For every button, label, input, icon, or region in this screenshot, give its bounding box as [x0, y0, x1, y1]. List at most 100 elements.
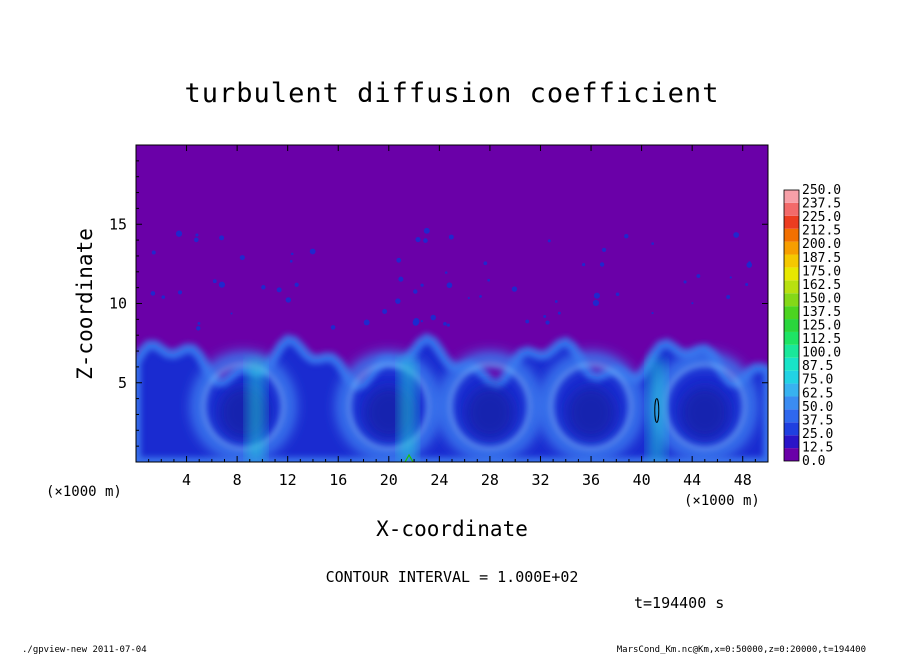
surface-contour-line — [404, 453, 414, 462]
colorbar-label: 100.0 — [802, 346, 841, 361]
colorbar-label: 62.5 — [802, 386, 833, 401]
turbulence-patch — [413, 289, 418, 294]
x-unit-left: (×1000 m) — [46, 484, 122, 500]
turbulence-patch — [196, 326, 201, 331]
x-tick-label: 44 — [683, 471, 701, 489]
turbulence-patch — [430, 314, 436, 321]
turbulence-patch — [195, 233, 199, 237]
colorbar-swatch — [784, 254, 799, 268]
turbulence-patch — [547, 239, 551, 243]
colorbar-swatch — [784, 280, 799, 294]
colorbar-label: 137.5 — [802, 305, 841, 320]
turbulence-patch — [651, 311, 654, 315]
turbulence-patch — [415, 236, 421, 243]
colorbar-swatch — [784, 228, 799, 242]
colorbar-label: 162.5 — [802, 278, 841, 293]
turbulence-patch — [175, 230, 183, 237]
convective-cell-highlight — [347, 363, 431, 451]
turbulence-patch — [194, 237, 199, 243]
footer-left: ./gpview-new 2011-07-04 — [22, 645, 147, 654]
turbulence-patch — [261, 285, 266, 290]
colorbar-label: 12.5 — [802, 440, 833, 455]
turbulence-patch — [382, 309, 388, 314]
colorbar-swatch — [784, 409, 799, 423]
turbulence-patch — [592, 299, 600, 307]
turbulence-patch — [593, 292, 600, 299]
turbulent-layer — [136, 338, 768, 462]
x-tick-label: 4 — [182, 471, 191, 489]
turbulence-patch — [330, 325, 336, 330]
turbulence-patch — [177, 290, 183, 295]
peak-contour-line — [654, 398, 660, 423]
turbulence-patch — [443, 322, 447, 326]
turbulence-patch — [230, 312, 233, 315]
chart-title: turbulent diffusion coefficient — [185, 78, 720, 109]
updraft-plume — [247, 358, 266, 462]
convective-cell-core — [567, 386, 616, 439]
colorbar-label: 150.0 — [802, 291, 841, 306]
colorbar-label: 87.5 — [802, 359, 833, 374]
turbulence-patch — [683, 280, 687, 284]
turbulence-patch — [446, 282, 453, 289]
turbulence-patch — [525, 319, 530, 324]
colorbar-label: 200.0 — [802, 237, 841, 252]
turbulence-patch — [161, 295, 166, 299]
turbulence-patch — [219, 235, 225, 241]
colorbar-label: 75.0 — [802, 373, 833, 388]
x-tick-label: 24 — [430, 471, 448, 489]
y-tick-label: 15 — [109, 215, 127, 233]
colorbar-swatch — [784, 215, 799, 229]
turbulence-patch — [511, 286, 518, 292]
turbulence-field — [136, 227, 768, 462]
y-tick-label: 5 — [118, 374, 127, 392]
convective-cell-core — [465, 386, 514, 439]
colorbar-swatch — [784, 448, 799, 461]
turbulence-patch — [412, 319, 419, 326]
colorbar-label: 0.0 — [802, 454, 825, 469]
turbulence-patch — [444, 271, 448, 274]
turbulence-patch — [615, 292, 620, 296]
colorbar-swatch — [784, 331, 799, 345]
turbulence-patch — [239, 255, 245, 261]
updraft-plume — [398, 358, 417, 462]
colorbar-label: 175.0 — [802, 264, 841, 279]
turbulence-patch — [398, 276, 404, 282]
convective-cell-rim — [538, 351, 645, 462]
colorbar-swatch — [784, 319, 799, 332]
y-tick-label: 10 — [109, 295, 127, 313]
convective-cell-highlight — [549, 363, 633, 451]
turbulence-patch — [557, 311, 561, 315]
turbulence-patch — [395, 298, 401, 304]
turbulence-patch — [479, 295, 482, 298]
turbulence-patch — [423, 238, 428, 243]
turbulence-patch — [448, 234, 454, 240]
colorbar-label: 37.5 — [802, 413, 833, 428]
colorbar-swatch — [784, 370, 799, 384]
colorbar-label: 50.0 — [802, 400, 833, 415]
turbulence-patch — [696, 274, 701, 278]
colorbar-swatch — [784, 190, 799, 203]
turbulence-patch — [151, 250, 156, 255]
x-tick-label: 12 — [279, 471, 297, 489]
turbulence-patch — [309, 248, 316, 255]
turbulence-patch — [582, 263, 586, 267]
turbulence-patch — [729, 276, 732, 279]
turbulence-patch — [446, 323, 450, 327]
colorbar-label: 250.0 — [802, 183, 841, 198]
colorbar-label: 187.5 — [802, 251, 841, 266]
colorbar-swatch — [784, 344, 799, 358]
turbulence-patch — [733, 232, 740, 238]
turbulence-patch — [150, 291, 156, 296]
turbulence-patch — [363, 319, 370, 326]
colorbar-swatch — [784, 267, 799, 281]
x-axis-label: X-coordinate — [376, 517, 528, 541]
turbulence-patch — [601, 247, 607, 252]
turbulence-patch — [290, 252, 294, 256]
colorbar: 0.012.525.037.550.062.575.087.5100.0112.… — [783, 183, 841, 469]
turbulence-patch — [197, 321, 201, 325]
turbulence-patch — [289, 259, 293, 263]
colorbar-swatch — [784, 396, 799, 410]
colorbar-swatch — [784, 306, 799, 320]
convective-cell-rim — [335, 351, 442, 462]
